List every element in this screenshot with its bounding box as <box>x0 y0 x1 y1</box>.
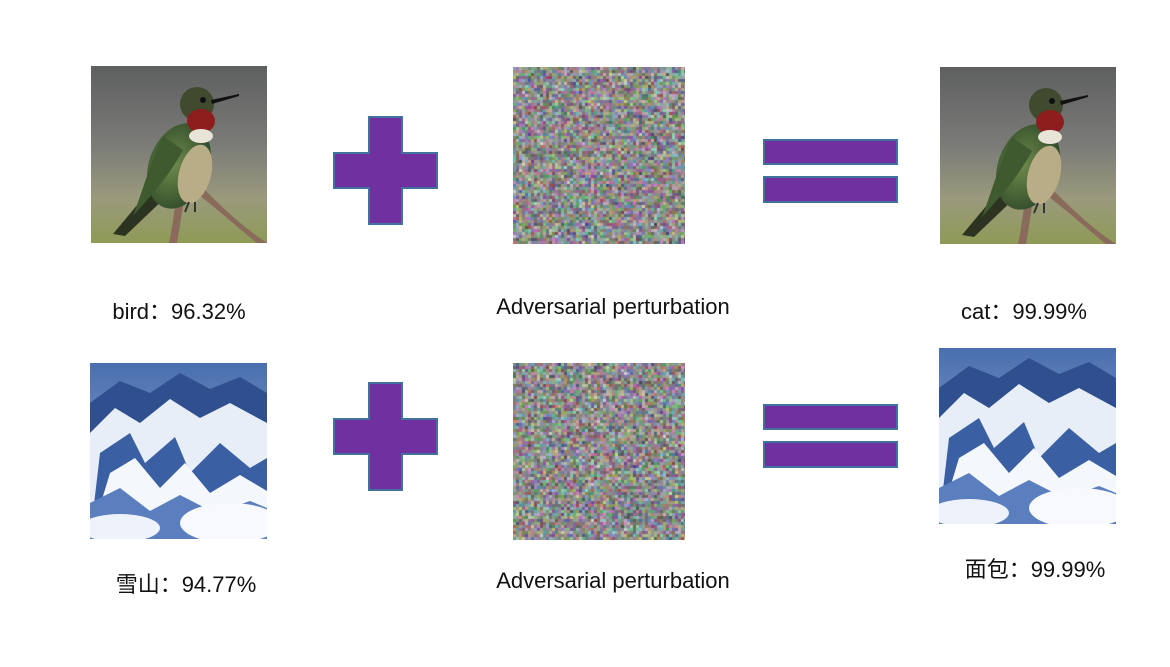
equals-bar-top <box>763 139 898 165</box>
bird-original-label: bird：96.32% <box>112 299 246 324</box>
equals-icon <box>763 404 898 468</box>
equals-icon <box>763 139 898 203</box>
bread-result-label: 面包：99.99% <box>964 557 1106 582</box>
plus-icon <box>333 116 438 225</box>
adversarial-perturbation-image <box>513 67 685 244</box>
snow-mountain-original-label: 雪山：94.77% <box>115 572 257 597</box>
perturbation-label: Adversarial perturbation <box>496 568 730 593</box>
equals-bar-top <box>763 404 898 430</box>
snow-mountain-original-image <box>90 363 267 539</box>
snow-mountain-adversarial-image <box>939 348 1116 524</box>
plus-shape <box>333 116 438 225</box>
plus-icon <box>333 382 438 491</box>
cat-result-label: cat：99.99% <box>961 299 1087 324</box>
equals-bar-bottom <box>763 176 898 203</box>
bird-original-image <box>91 66 267 243</box>
bird-adversarial-image <box>940 67 1116 244</box>
plus-shape <box>333 382 438 491</box>
adversarial-perturbation-image <box>513 363 685 540</box>
equals-bar-bottom <box>763 441 898 468</box>
perturbation-label: Adversarial perturbation <box>496 294 730 319</box>
